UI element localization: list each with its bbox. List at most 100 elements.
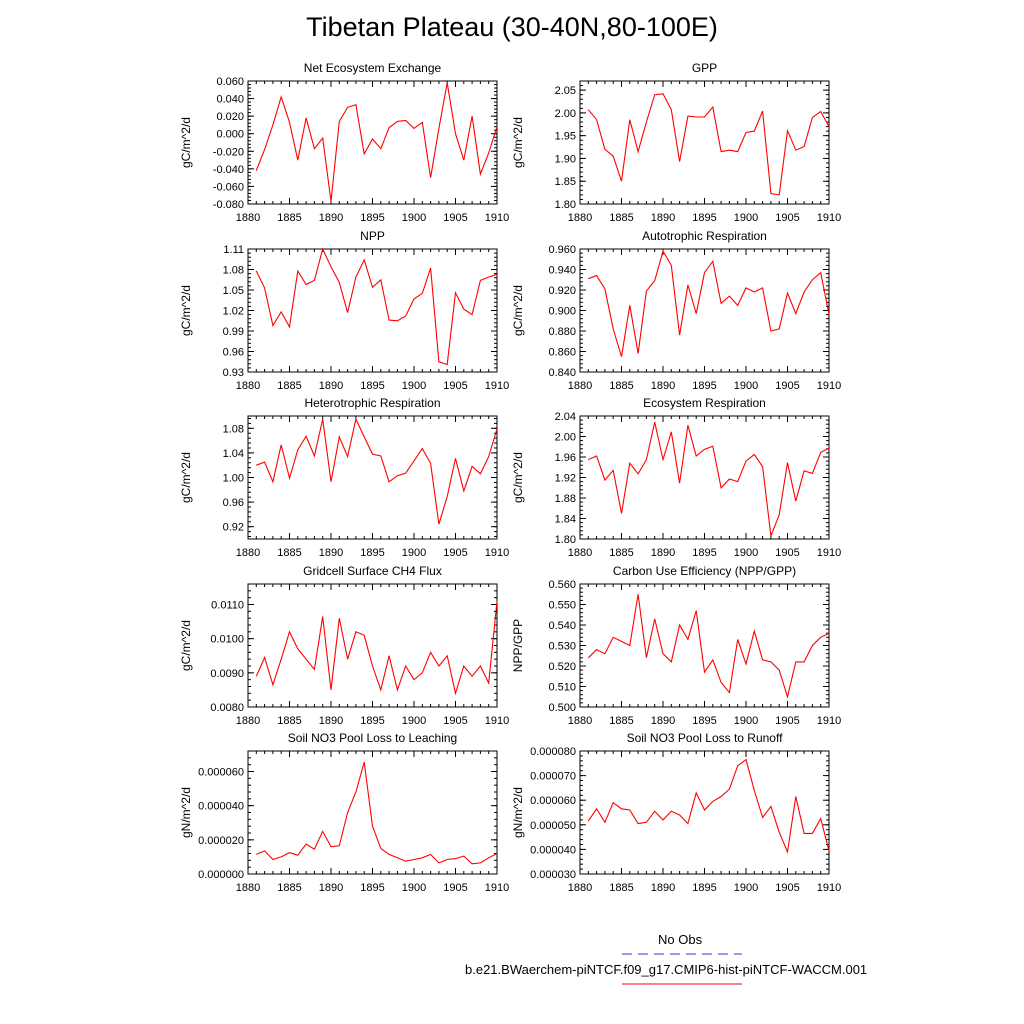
plot-frame — [579, 248, 830, 373]
panel-title: Heterotrophic Respiration — [304, 396, 440, 410]
y-tick-label: 0.000040 — [198, 801, 244, 813]
y-tick-label: 0.020 — [216, 111, 244, 123]
x-tick-label: 1880 — [236, 547, 260, 559]
plot-frame — [579, 415, 830, 540]
x-tick-label: 1910 — [485, 380, 509, 392]
y-tick-label: 1.85 — [555, 176, 576, 188]
y-tick-label: 0.0110 — [211, 600, 244, 612]
y-tick-label: 2.05 — [555, 85, 576, 97]
x-tick-label: 1895 — [692, 882, 716, 894]
y-tick-label: 0.000 — [216, 129, 244, 141]
plot-frame — [247, 248, 498, 373]
panel-title: Carbon Use Efficiency (NPP/GPP) — [613, 564, 796, 578]
y-tick-label: 1.80 — [555, 199, 576, 211]
x-tick-label: 1910 — [817, 380, 841, 392]
y-tick-label: 0.92 — [223, 522, 244, 534]
series-line — [587, 93, 830, 196]
y-tick-label: 0.550 — [548, 600, 576, 612]
x-tick-label: 1900 — [734, 380, 758, 392]
x-tick-label: 1880 — [568, 715, 592, 727]
series-line — [587, 758, 830, 854]
x-tick-label: 1890 — [319, 380, 343, 392]
x-tick-label: 1905 — [443, 882, 467, 894]
x-tick-label: 1910 — [485, 715, 509, 727]
x-tick-label: 1890 — [651, 380, 675, 392]
x-tick-label: 1880 — [568, 882, 592, 894]
x-tick-label: 1885 — [277, 380, 301, 392]
x-tick-label: 1900 — [734, 715, 758, 727]
y-tick-label: 0.0080 — [210, 702, 244, 714]
plot-frame — [247, 80, 498, 205]
y-tick-label: 1.04 — [223, 448, 244, 460]
series-line — [588, 249, 830, 357]
y-tick-label: 1.96 — [555, 452, 576, 464]
series-line — [587, 594, 830, 699]
panel-title: Ecosystem Respiration — [643, 396, 766, 410]
y-tick-label: -0.040 — [213, 164, 244, 176]
x-tick-label: 1900 — [402, 547, 426, 559]
panel-9: Soil NO3 Pool Loss to Leaching gN/m^2/d 18… — [179, 731, 509, 894]
x-tick-label: 1910 — [817, 547, 841, 559]
x-tick-label: 1895 — [692, 380, 716, 392]
x-tick-label: 1900 — [402, 882, 426, 894]
x-tick-label: 1910 — [485, 212, 509, 224]
x-tick-label: 1885 — [609, 547, 633, 559]
x-tick-label: 1895 — [360, 547, 384, 559]
x-tick-label: 1905 — [443, 547, 467, 559]
x-tick-label: 1880 — [236, 212, 260, 224]
panel-3: NPP gC/m^2/d 1880 1885 1890 1895 1900 1905 1910 0… — [179, 229, 509, 392]
panel-title: Net Ecosystem Exchange — [304, 61, 442, 75]
y-axis-label: gN/m^2/d — [511, 787, 525, 838]
x-tick-label: 1900 — [734, 212, 758, 224]
x-tick-label: 1900 — [734, 882, 758, 894]
x-tick-label: 1905 — [775, 715, 799, 727]
x-tick-label: 1885 — [609, 715, 633, 727]
y-tick-label: 0.000060 — [198, 767, 244, 779]
x-tick-label: 1895 — [360, 212, 384, 224]
y-tick-label: 0.000000 — [198, 869, 244, 881]
x-tick-label: 1895 — [360, 715, 384, 727]
plot-frame — [579, 80, 830, 205]
y-tick-label: 0.560 — [548, 579, 576, 591]
panel-8: Carbon Use Efficiency (NPP/GPP) NPP/GPP 18… — [511, 564, 841, 727]
panel-title: Soil NO3 Pool Loss to Runoff — [627, 731, 784, 745]
y-tick-label: 0.520 — [548, 661, 576, 673]
figure-title: Tibetan Plateau (30-40N,80-100E) — [306, 12, 718, 42]
y-tick-label: 2.00 — [555, 108, 576, 120]
x-tick-label: 1880 — [236, 882, 260, 894]
panel-title: Gridcell Surface CH4 Flux — [303, 564, 442, 578]
x-tick-label: 1885 — [277, 212, 301, 224]
panel-5: Heterotrophic Respiration gC/m^2/d 1880 188… — [179, 396, 509, 559]
y-tick-label: 1.80 — [555, 534, 576, 546]
panel-title: GPP — [692, 61, 717, 75]
x-tick-label: 1890 — [651, 715, 675, 727]
x-tick-label: 1905 — [443, 715, 467, 727]
series-line — [256, 761, 498, 865]
x-tick-label: 1905 — [775, 882, 799, 894]
y-tick-label: 0.000070 — [530, 771, 576, 783]
x-tick-label: 1905 — [775, 212, 799, 224]
series-line — [255, 247, 498, 366]
y-tick-label: 1.02 — [223, 306, 244, 318]
y-tick-label: 0.000030 — [530, 869, 576, 881]
x-tick-label: 1895 — [692, 547, 716, 559]
y-tick-label: 1.95 — [555, 131, 576, 143]
y-tick-label: 1.05 — [223, 285, 244, 297]
x-tick-label: 1880 — [236, 715, 260, 727]
y-tick-label: 1.08 — [223, 265, 244, 277]
x-tick-label: 1885 — [277, 882, 301, 894]
panel-6: Ecosystem Respiration gC/m^2/d 1880 1885 189… — [511, 396, 841, 559]
y-tick-label: 1.92 — [555, 473, 576, 485]
x-tick-label: 1905 — [775, 380, 799, 392]
x-tick-label: 1910 — [485, 547, 509, 559]
y-tick-label: 1.08 — [223, 423, 244, 435]
x-tick-label: 1900 — [402, 380, 426, 392]
x-tick-label: 1880 — [236, 380, 260, 392]
x-tick-label: 1890 — [651, 882, 675, 894]
series-line — [256, 417, 498, 525]
y-tick-label: 0.000050 — [530, 820, 576, 832]
y-tick-label: 0.000020 — [198, 835, 244, 847]
x-tick-label: 1885 — [609, 882, 633, 894]
x-tick-label: 1905 — [443, 380, 467, 392]
